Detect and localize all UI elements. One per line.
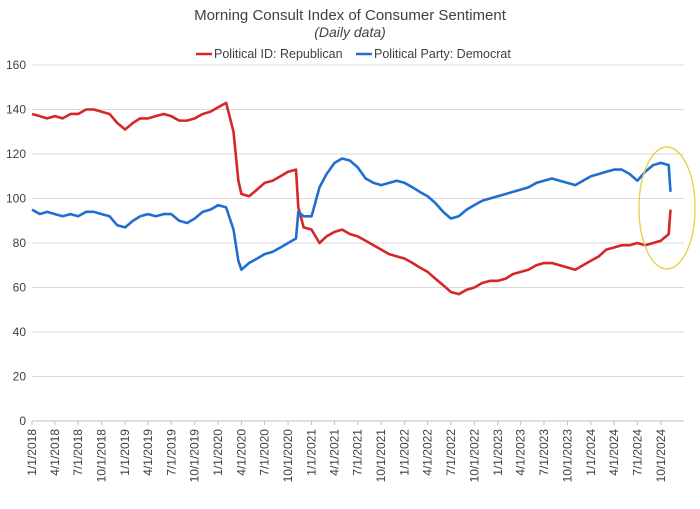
x-tick-label: 4/1/2022	[421, 429, 435, 476]
highlight-ellipse	[638, 146, 696, 270]
x-tick-label: 10/1/2023	[560, 429, 574, 483]
x-tick-label: 1/1/2019	[118, 429, 132, 476]
y-tick-label: 160	[6, 58, 26, 72]
y-tick-label: 80	[13, 236, 27, 250]
x-tick-label: 7/1/2021	[351, 429, 365, 476]
y-tick-label: 40	[13, 325, 27, 339]
x-tick-label: 7/1/2018	[71, 429, 85, 476]
x-tick-label: 4/1/2021	[328, 429, 342, 476]
y-axis: 0 20 40 60 80 100 120 140 160	[6, 58, 26, 428]
legend-label: Political ID: Republican	[214, 47, 343, 61]
x-tick-label: 10/1/2020	[281, 429, 295, 483]
x-tick-label: 7/1/2020	[258, 429, 272, 476]
y-tick-label: 100	[6, 192, 26, 206]
x-tick-label: 7/1/2023	[537, 429, 551, 476]
y-tick-label: 60	[13, 281, 27, 295]
x-tick-label: 4/1/2023	[514, 429, 528, 476]
x-tick-label: 1/1/2018	[25, 429, 39, 476]
x-tick-label: 1/1/2022	[398, 429, 412, 476]
x-tick-label: 1/1/2021	[305, 429, 319, 476]
x-tick-label: 10/1/2022	[467, 429, 481, 483]
x-tick-label: 7/1/2019	[164, 429, 178, 476]
x-tick-label: 10/1/2018	[95, 429, 109, 483]
x-tick-label: 4/1/2020	[234, 429, 248, 476]
gridlines	[32, 64, 684, 422]
legend: Political ID: Republican Political Party:…	[196, 47, 511, 61]
x-axis: 1/1/2018 4/1/2018 7/1/2018 10/1/2018 1/1/201…	[25, 421, 668, 482]
series-line-republican	[31, 101, 672, 296]
y-tick-label: 120	[6, 147, 26, 161]
series-layer	[31, 101, 672, 296]
x-tick-label: 4/1/2024	[607, 429, 621, 476]
x-tick-label: 1/1/2024	[584, 429, 598, 476]
legend-label: Political Party: Democrat	[374, 47, 511, 61]
x-tick-label: 4/1/2018	[48, 429, 62, 476]
y-tick-label: 140	[6, 103, 26, 117]
x-tick-label: 7/1/2024	[630, 429, 644, 476]
y-tick-label: 0	[19, 414, 26, 428]
x-tick-label: 10/1/2024	[654, 429, 668, 483]
x-tick-label: 10/1/2021	[374, 429, 388, 483]
x-tick-label: 1/1/2023	[491, 429, 505, 476]
chart-title: Morning Consult Index of Consumer Sentim…	[194, 7, 507, 24]
x-tick-label: 7/1/2022	[444, 429, 458, 476]
x-tick-label: 4/1/2019	[141, 429, 155, 476]
x-tick-label: 10/1/2019	[188, 429, 202, 483]
y-tick-label: 20	[13, 370, 27, 384]
chart-subtitle: (Daily data)	[314, 24, 386, 40]
x-tick-label: 1/1/2020	[211, 429, 225, 476]
series-line-democrat	[31, 157, 672, 272]
